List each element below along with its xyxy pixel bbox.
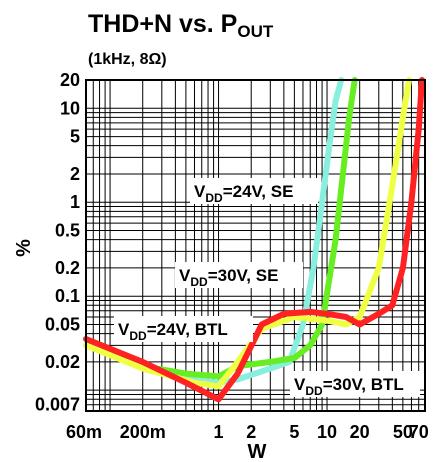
y-tick-label: 0.007 bbox=[35, 395, 80, 415]
annotation-box-24v-btl bbox=[114, 316, 253, 342]
y-axis-title: % bbox=[13, 239, 35, 257]
x-tick-label: 5 bbox=[289, 422, 299, 442]
annotation-box-24v-se bbox=[190, 178, 318, 204]
y-tick-label: 0.1 bbox=[55, 286, 80, 306]
y-tick-label: 2 bbox=[70, 164, 80, 184]
x-tick-label: 1 bbox=[214, 422, 224, 442]
y-tick-label: 20 bbox=[60, 70, 80, 90]
y-tick-label: 0.5 bbox=[55, 221, 80, 241]
y-tick-label: 10 bbox=[60, 98, 80, 118]
annotation-24v-btl: VDD=24V, BTL bbox=[118, 320, 228, 343]
series-line-1 bbox=[83, 77, 358, 380]
x-tick-label: 50 bbox=[393, 422, 413, 442]
curves bbox=[83, 77, 425, 403]
plot-frame bbox=[85, 79, 426, 412]
y-tick-labels: 20 10 5 2 1 0.5 0.2 0.1 0.05 0.02 0.007 bbox=[35, 70, 80, 415]
series-line-3 bbox=[83, 77, 425, 403]
x-tick-label: 2 bbox=[246, 422, 256, 442]
y-tick-label: 5 bbox=[70, 127, 80, 147]
chart-title: THD+N vs. POUT bbox=[88, 10, 274, 41]
chart-title-main: THD+N vs. P bbox=[88, 10, 237, 38]
y-tick-label: 1 bbox=[70, 192, 80, 212]
series-line-2 bbox=[83, 77, 412, 390]
y-tick-label: 0.2 bbox=[55, 258, 80, 278]
x-tick-label: 200m bbox=[120, 422, 166, 442]
annotation-24v-se: VDD=24V, SE bbox=[194, 182, 293, 205]
x-axis-title: W bbox=[248, 441, 267, 462]
annotation-30v-btl: VDD=30V, BTL bbox=[294, 375, 404, 398]
grid bbox=[85, 79, 426, 412]
y-tick-label: 0.05 bbox=[45, 314, 80, 334]
chart-subtitle: (1kHz, 8Ω) bbox=[88, 51, 167, 68]
y-tick-label: 0.02 bbox=[45, 352, 80, 372]
chart-title-sub: OUT bbox=[237, 22, 274, 41]
x-tick-label: 60m bbox=[66, 422, 102, 442]
x-tick-label: 10 bbox=[317, 422, 337, 442]
annotation-box-30v-btl bbox=[290, 371, 420, 397]
x-tick-label: 70 bbox=[409, 422, 429, 442]
annotation-box-30v-se bbox=[175, 262, 303, 288]
x-tick-label: 20 bbox=[350, 422, 370, 442]
annotations: VDD=24V, SE VDD=30V, SE VDD=24V, BTL VDD… bbox=[114, 178, 420, 398]
annotation-30v-se: VDD=30V, SE bbox=[179, 266, 278, 289]
